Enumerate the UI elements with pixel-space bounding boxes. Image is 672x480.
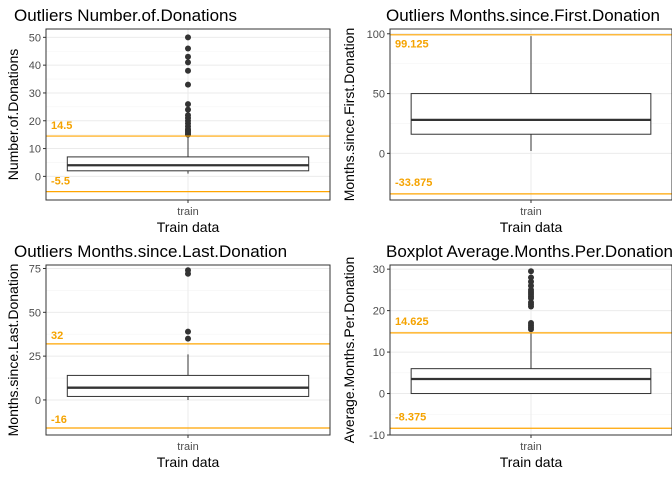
x-axis-title: Train data (500, 454, 563, 470)
y-tick-label: 25 (29, 351, 41, 363)
outlier-point (185, 267, 191, 274)
outlier-point (185, 81, 191, 88)
outlier-point (185, 112, 191, 119)
box-iqr (66, 374, 310, 397)
outlier-point (528, 282, 534, 289)
y-axis-title: Months.since.First.Donation (341, 28, 357, 202)
y-tick-label: 30 (29, 88, 41, 100)
panel-title: Outliers Months.since.Last.Donation (14, 242, 287, 261)
reference-label: 99.125 (395, 38, 429, 50)
x-tick-label: train (177, 441, 198, 453)
x-tick-label: train (177, 206, 198, 218)
outlier-point (528, 268, 534, 275)
y-tick-label: 75 (29, 264, 41, 276)
y-tick-label: 30 (373, 264, 385, 276)
y-tick-label: 100 (367, 29, 385, 41)
reference-label: -5.5 (51, 176, 70, 188)
outlier-point (528, 299, 534, 306)
y-tick-label: 20 (29, 116, 41, 128)
outlier-point (185, 34, 191, 41)
y-tick-label: 0 (379, 389, 385, 401)
y-axis-title: Number.of.Donations (5, 49, 21, 181)
outlier-point (528, 274, 534, 281)
outlier-point (528, 278, 534, 285)
y-tick-label: 0 (35, 171, 41, 183)
y-tick-label: 50 (373, 89, 385, 101)
y-tick-label: -10 (369, 430, 385, 442)
y-tick-label: 40 (29, 60, 41, 72)
outlier-point (185, 45, 191, 52)
reference-label: -8.375 (395, 411, 426, 423)
reference-label: -16 (51, 414, 67, 426)
panel-title: Outliers Number.of.Donations (14, 6, 237, 25)
outlier-point (528, 320, 534, 327)
box-iqr (66, 156, 310, 172)
y-tick-label: 20 (373, 306, 385, 318)
outlier-point (185, 328, 191, 335)
y-tick-label: 50 (29, 32, 41, 44)
y-tick-label: 50 (29, 307, 41, 319)
y-tick-label: 10 (373, 347, 385, 359)
outlier-point (185, 59, 191, 66)
outlier-point (185, 106, 191, 113)
y-axis-title: Average.Months.Per.Donation (341, 257, 357, 444)
x-tick-label: train (520, 206, 541, 218)
x-axis-title: Train data (500, 219, 563, 235)
reference-label: -33.875 (395, 177, 432, 189)
outlier-point (528, 286, 534, 293)
reference-label: 14.5 (51, 120, 72, 132)
y-tick-label: 0 (379, 148, 385, 160)
x-axis-title: Train data (157, 219, 220, 235)
y-tick-label: 10 (29, 144, 41, 156)
reference-label: 14.625 (395, 316, 429, 328)
y-tick-label: 0 (35, 395, 41, 407)
panel-title: Outliers Months.since.First.Donation (386, 6, 660, 25)
panel-title: Boxplot Average.Months.Per.Donation (386, 242, 672, 261)
box-iqr (410, 93, 652, 135)
reference-label: 32 (51, 330, 63, 342)
outlier-point (185, 101, 191, 108)
x-tick-label: train (520, 441, 541, 453)
box-iqr (410, 368, 652, 395)
x-axis-title: Train data (157, 454, 220, 470)
y-axis-title: Months.since.Last.Donation (5, 264, 21, 437)
outlier-point (185, 335, 191, 342)
outlier-point (185, 53, 191, 60)
outlier-point (185, 67, 191, 74)
